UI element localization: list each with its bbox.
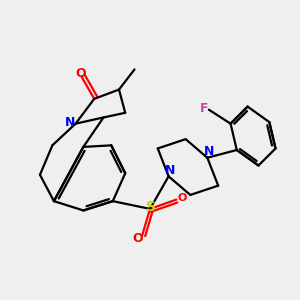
- Text: N: N: [165, 164, 175, 177]
- Text: N: N: [204, 145, 214, 158]
- Text: S: S: [146, 200, 156, 214]
- Text: O: O: [178, 193, 187, 203]
- Text: F: F: [200, 102, 208, 115]
- Text: N: N: [65, 116, 75, 129]
- Text: O: O: [75, 67, 86, 80]
- Text: O: O: [132, 232, 143, 245]
